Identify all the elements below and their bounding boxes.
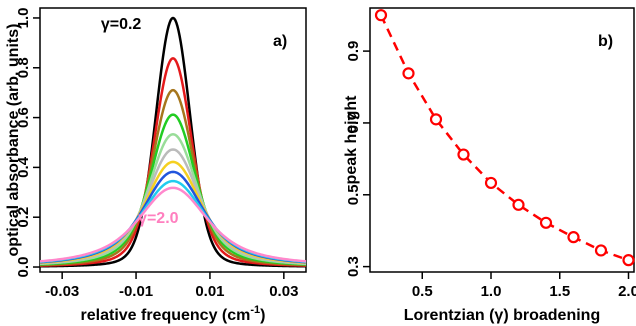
panel-b-marks	[374, 9, 635, 267]
data-point	[622, 254, 635, 267]
data-point	[594, 244, 608, 257]
x-tick-label: 0.03	[269, 283, 298, 300]
x-tick-label: -0.03	[45, 283, 79, 300]
series-line-gamma-1	[39, 133, 307, 266]
y-tick-label: 0.7	[345, 113, 362, 134]
series-line-gamma-0.8	[39, 113, 307, 266]
series-line-gamma-2	[39, 186, 307, 263]
panel-a-frame	[39, 7, 307, 273]
panel-b-label: b)	[598, 33, 613, 50]
panel-b-y-ticks: 0.3 0.5 0.7 0.9	[345, 41, 370, 277]
data-point	[429, 113, 443, 126]
annotation-gamma-high: γ=2.0	[138, 210, 179, 227]
y-tick-label: 0.8	[15, 57, 32, 78]
data-point	[374, 9, 388, 22]
peak-height-dashed-line	[379, 14, 629, 262]
panel-a-x-ticks: -0.03 -0.01 0.01 0.03	[45, 272, 298, 300]
y-tick-label: 0.2	[15, 207, 32, 228]
panel-b-y-axis-label: peak height	[343, 95, 360, 185]
data-point	[512, 198, 525, 211]
panel-a-y-axis-label: optical absorbance (arb. units)	[5, 24, 22, 257]
panel-a-label: a)	[273, 33, 287, 50]
x-tick-label: 0.01	[195, 283, 224, 300]
panel-b-x-ticks: 0.5 1.0 1.5 2.0	[412, 272, 636, 300]
series-line-gamma-0.4	[39, 56, 307, 267]
panel-a-curves	[39, 16, 307, 268]
x-tick-label: 1.0	[481, 283, 502, 300]
data-point	[567, 231, 580, 244]
series-line-gamma-1.2	[39, 148, 307, 265]
y-tick-label: 0.3	[345, 256, 362, 277]
x-tick-label: 0.5	[412, 283, 433, 300]
panel-b-frame	[369, 7, 635, 273]
series-line-gamma-0.6	[39, 88, 307, 267]
y-tick-label: 0.4	[15, 156, 32, 178]
y-tick-label: 0.9	[345, 41, 362, 62]
x-tick-label: -0.01	[119, 283, 153, 300]
annotation-gamma-low: γ=0.2	[101, 16, 142, 33]
data-point	[539, 216, 553, 229]
data-point	[457, 148, 470, 161]
y-tick-label: 1.0	[15, 8, 32, 29]
data-point	[402, 67, 415, 80]
x-tick-label: 1.5	[549, 283, 570, 300]
data-point	[484, 176, 498, 190]
panel-a-x-axis-label: relative frequency (cm-1)	[81, 304, 266, 324]
x-tick-label: 2.0	[618, 283, 636, 300]
panel-b-x-axis-label: Lorentzian (γ) broadening	[404, 307, 600, 324]
y-tick-label: 0.6	[15, 107, 32, 128]
y-tick-label: 0.5	[345, 184, 362, 205]
panel-a-y-ticks: 0.0 0.2 0.4 0.6 0.8 1.0	[15, 8, 40, 278]
series-line-gamma-0.2	[39, 16, 307, 268]
y-tick-label: 0.0	[15, 257, 32, 278]
